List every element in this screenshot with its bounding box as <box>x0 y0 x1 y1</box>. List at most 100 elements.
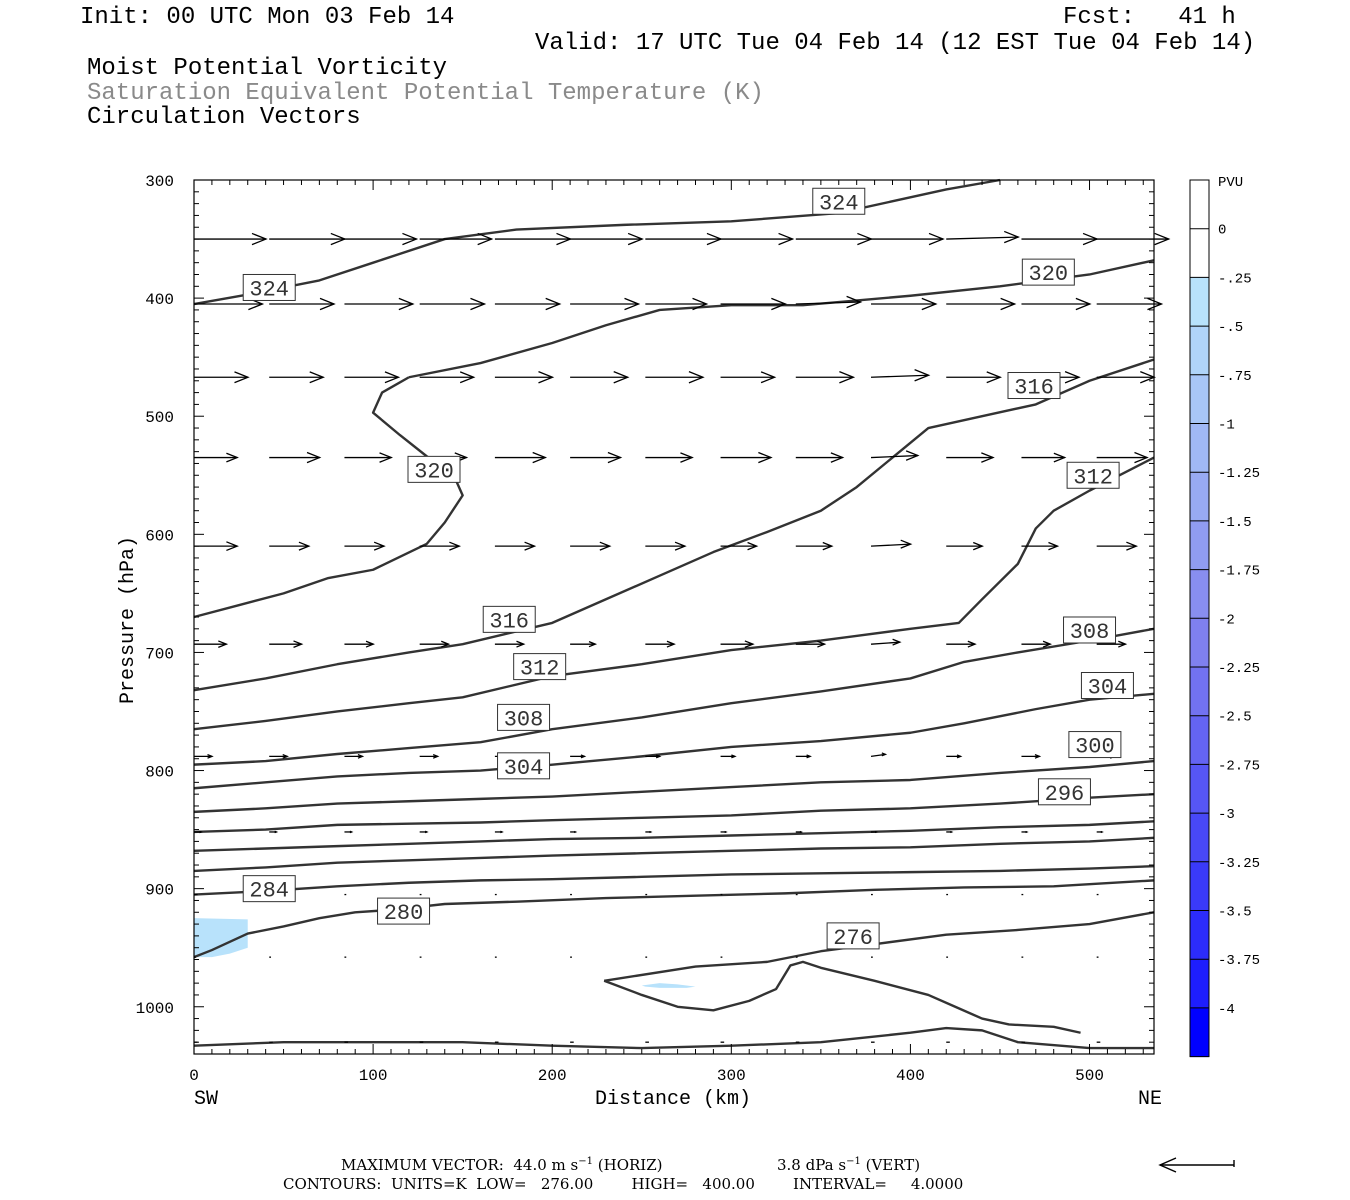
circulation-vector <box>419 371 476 384</box>
vector-head <box>373 541 386 551</box>
max-vector-caption: MAXIMUM VECTOR: 44.0 m s−1 (HORIZ) <box>341 1156 663 1174</box>
circulation-vector <box>720 297 788 311</box>
circulation-vector <box>344 452 393 463</box>
circulation-vector <box>946 452 995 463</box>
colorbar-swatch <box>1190 472 1209 522</box>
circulation-vector <box>1021 232 1099 246</box>
circulation-vector <box>1096 830 1104 834</box>
colorbar-level-label: -1.75 <box>1218 564 1260 580</box>
colorbar-level-label: -.5 <box>1218 320 1243 336</box>
circulation-vector <box>871 830 879 834</box>
circulation-vector <box>344 830 354 834</box>
contour-label-box <box>1007 372 1061 400</box>
contour-label-box <box>482 605 536 633</box>
forecast-hour-label: Fcst: 41 h <box>1063 4 1236 31</box>
colorbar-swatch <box>1190 180 1209 230</box>
colorbar-swatch <box>1190 1007 1209 1058</box>
vector-head <box>251 232 268 246</box>
colorbar-title: PVU <box>1218 175 1243 191</box>
colorbar-level-label: -3.75 <box>1218 953 1260 969</box>
contour-label-box <box>1080 672 1134 700</box>
vector-shaft <box>870 543 911 547</box>
vector-head <box>613 371 630 384</box>
vector-head <box>1042 640 1053 648</box>
circulation-vector <box>946 297 1017 311</box>
colorbar-level-label: -1.25 <box>1218 466 1260 482</box>
circulation-vector <box>1021 830 1029 834</box>
vector-head <box>905 450 920 461</box>
colorbar-swatch <box>1190 520 1209 571</box>
vector-head <box>349 830 354 834</box>
circulation-vector <box>344 232 419 246</box>
circulation-vector <box>269 297 336 311</box>
circulation-vector <box>871 297 938 311</box>
vector-head <box>384 371 401 384</box>
circulation-vector <box>1021 640 1053 648</box>
colorbar-swatch <box>1190 277 1209 327</box>
contour-label: 316 <box>489 609 529 634</box>
max-vector-label: MAXIMUM VECTOR: <box>341 1156 504 1174</box>
contour-label-layer: 324 324 320 320 316 316 312 312 308 308 304 304 300 2… <box>242 187 1134 951</box>
circulation-vector <box>720 371 777 384</box>
vector-head <box>956 754 963 759</box>
contour-label-box <box>497 703 551 731</box>
vector-head <box>627 232 644 246</box>
circulation-vector <box>870 450 920 461</box>
vector-shaft <box>946 236 1019 240</box>
x-tick-label: 400 <box>896 1067 925 1085</box>
contour-label-box <box>1068 731 1122 759</box>
circulation-vector <box>494 541 537 551</box>
vector-head <box>1003 230 1020 244</box>
vector-layer <box>194 230 1171 1043</box>
vector-head <box>624 297 641 311</box>
circulation-vector <box>194 640 229 649</box>
circulation-vector <box>645 232 723 246</box>
colorbar-level-label: -1.5 <box>1218 515 1252 531</box>
contour-label: 280 <box>384 901 424 926</box>
circulation-vector <box>645 297 709 311</box>
circulation-vector <box>870 539 913 549</box>
vector-head <box>226 541 239 552</box>
theta-es-contour-284-11 <box>193 865 1155 896</box>
vector-shaft <box>870 454 918 459</box>
vector-head <box>298 541 311 551</box>
contour-label-box <box>1066 461 1120 489</box>
vector-head <box>319 297 336 311</box>
theta-es-contour-276-14 <box>603 960 1081 1034</box>
colorbar-level-label: -2.25 <box>1218 661 1260 677</box>
contour-label: 320 <box>414 459 454 484</box>
vector-head <box>1053 452 1067 463</box>
circulation-vector <box>870 752 888 758</box>
vector-head <box>799 830 803 834</box>
y-tick-label: 500 <box>145 409 174 427</box>
circulation-vector <box>269 541 311 551</box>
colorbar-swatch <box>1190 569 1209 619</box>
vector-head <box>778 232 795 246</box>
vector-head <box>817 640 827 648</box>
x-tick-label: 100 <box>359 1067 388 1085</box>
y-tick-label: 700 <box>145 645 174 663</box>
circulation-vector <box>1096 232 1171 246</box>
x-tick-label: 500 <box>1075 1067 1104 1085</box>
circulation-vector <box>194 452 239 463</box>
circulation-vector <box>1096 541 1139 551</box>
circulation-vector <box>871 232 945 246</box>
x-tick-label: 300 <box>717 1067 746 1085</box>
circulation-vector <box>645 754 662 759</box>
colorbar-level-label: -3.25 <box>1218 856 1260 872</box>
vector-head <box>477 232 494 246</box>
circulation-vector <box>570 232 644 246</box>
colorbar-swatch <box>1190 764 1209 814</box>
contour-label-box <box>513 653 567 681</box>
vector-head <box>1147 297 1164 311</box>
colorbar-level-label: -.25 <box>1218 271 1252 287</box>
colorbar-swatch <box>1190 423 1209 473</box>
vector-head <box>649 830 653 834</box>
circulation-vector <box>645 371 705 384</box>
theta-es-contour-300-7 <box>193 759 1155 814</box>
vector-head <box>655 754 662 759</box>
contour-label-box <box>826 922 880 950</box>
vector-head <box>607 451 623 464</box>
vector-head <box>744 640 755 649</box>
vector-head <box>892 638 902 646</box>
